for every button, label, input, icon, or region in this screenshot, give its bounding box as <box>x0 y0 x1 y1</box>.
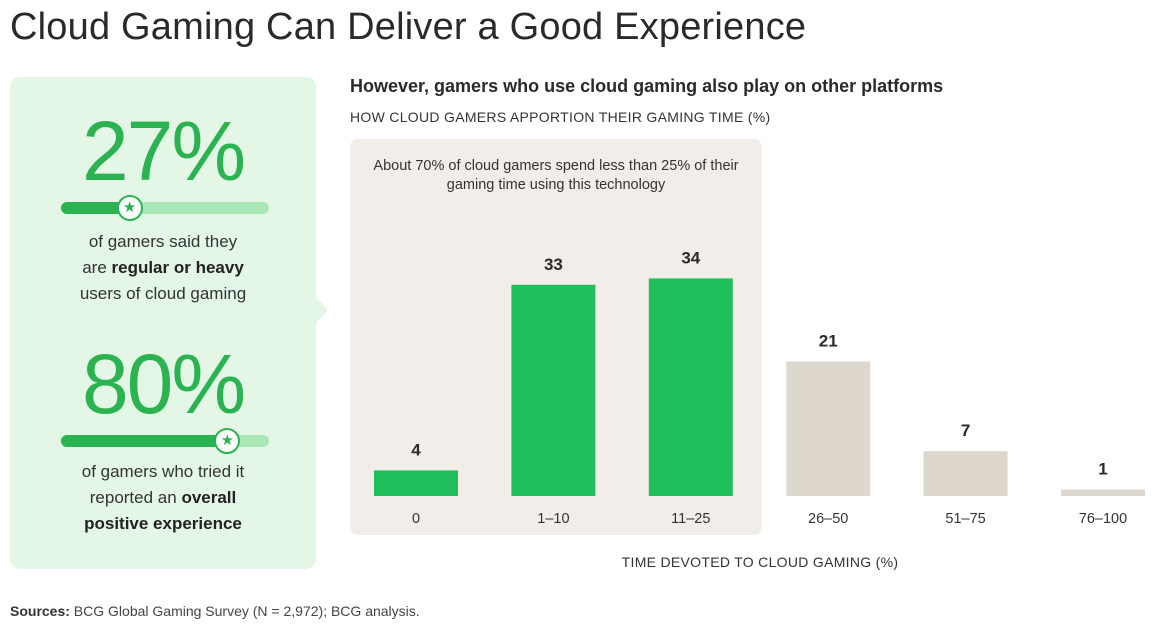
x-tick-label-11–25: 11–25 <box>671 511 710 527</box>
chart-title: However, gamers who use cloud gaming als… <box>350 76 944 96</box>
chart-annotation: About 70% of cloud gamers spend less tha… <box>373 158 739 193</box>
x-axis-label: TIME DEVOTED TO CLOUD GAMING (%) <box>621 554 899 570</box>
x-tick-label-51–75: 51–75 <box>945 511 985 527</box>
star-icon: ★ <box>116 195 143 221</box>
data-label-1–10: 33 <box>544 255 563 274</box>
stat-regular-users-bar-fill <box>61 202 130 214</box>
stat-regular-users-text: of gamers said they are regular or heavy… <box>79 232 247 303</box>
bar-76–100 <box>1061 489 1145 496</box>
bar-51–75 <box>923 451 1008 496</box>
data-label-26–50: 21 <box>819 332 838 351</box>
star-icon: ★ <box>214 428 241 454</box>
stats-panel: 27% ★ of gamers said they are regular or… <box>10 77 328 569</box>
stat-positive-experience-bar-fill <box>61 435 228 447</box>
chart-subtitle: HOW CLOUD GAMERS APPORTION THEIR GAMING … <box>350 109 771 125</box>
data-label-51–75: 7 <box>961 421 970 440</box>
stat-regular-users-bar: ★ <box>61 195 269 221</box>
stat-positive-experience-text: of gamers who tried it reported an overa… <box>81 462 245 533</box>
data-label-76–100: 1 <box>1098 460 1107 479</box>
stat-positive-experience-bar: ★ <box>61 428 269 454</box>
bar-1–10 <box>511 284 596 496</box>
stat-positive-experience-value: 80% <box>81 337 246 431</box>
stat-regular-users-value: 27% <box>81 104 246 198</box>
bar-11–25 <box>648 278 733 496</box>
x-tick-label-1–10: 1–10 <box>537 511 569 527</box>
panel-pointer <box>314 295 328 325</box>
x-tick-label-76–100: 76–100 <box>1079 511 1127 527</box>
data-label-11–25: 34 <box>681 248 700 267</box>
x-tick-label-26–50: 26–50 <box>808 511 848 527</box>
x-tick-label-0: 0 <box>412 511 420 527</box>
data-label-0: 4 <box>411 440 421 459</box>
bar-26–50 <box>786 361 871 496</box>
page-title: Cloud Gaming Can Deliver a Good Experien… <box>10 6 807 48</box>
sources-note: Sources: BCG Global Gaming Survey (N = 2… <box>10 603 420 619</box>
bar-0 <box>374 470 458 496</box>
